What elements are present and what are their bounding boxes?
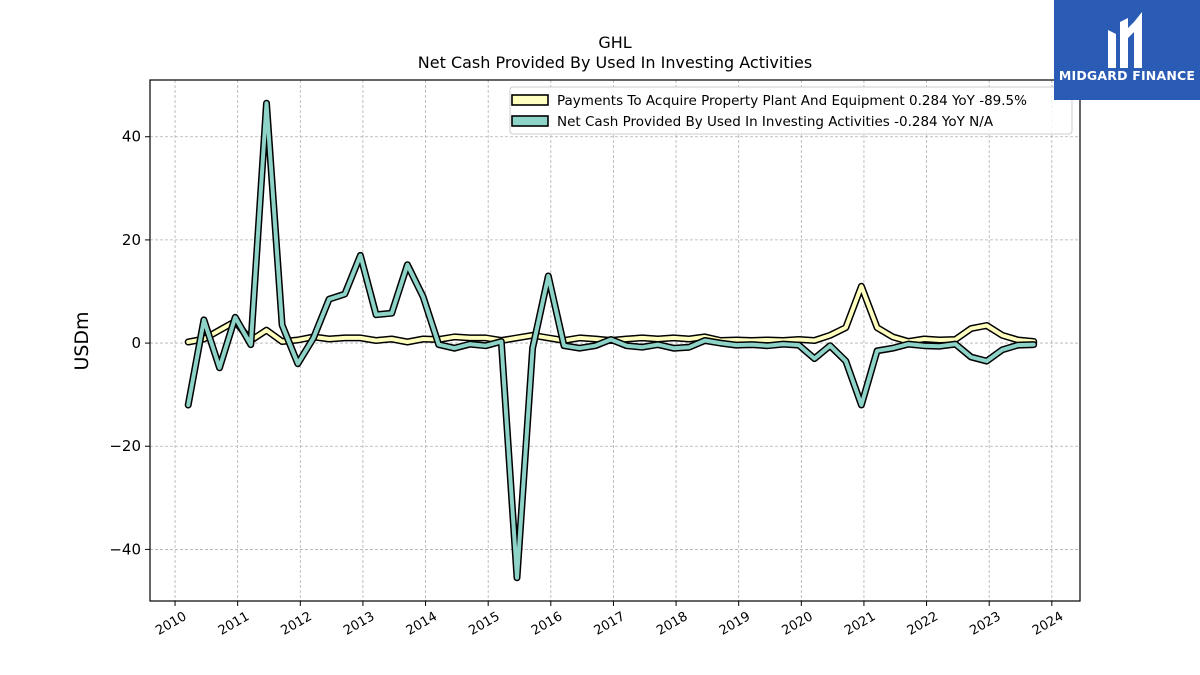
x-tick-label: 2021 xyxy=(842,609,878,639)
midgard-logo-text: MIDGARD FINANCE xyxy=(1058,68,1196,83)
x-tick-label: 2022 xyxy=(905,609,941,639)
legend-swatch-1 xyxy=(511,94,549,106)
legend-label-1: Payments To Acquire Property Plant And E… xyxy=(557,93,1027,109)
midgard-logo: MIDGARD FINANCE xyxy=(1054,0,1200,100)
legend-box xyxy=(509,86,1073,135)
midgard-logo-icon xyxy=(1108,12,1142,68)
x-tick-label: 2016 xyxy=(529,609,565,639)
y-tick-label: 40 xyxy=(122,128,141,146)
y-tick-label: 20 xyxy=(122,231,141,249)
x-tick-label: 2015 xyxy=(466,609,502,639)
y-tick-label: −20 xyxy=(109,437,141,455)
legend-swatch-2 xyxy=(511,115,549,127)
x-tick-label: 2017 xyxy=(592,609,628,639)
y-tick-label: 0 xyxy=(131,334,141,352)
x-tick-label: 2011 xyxy=(216,609,252,639)
x-tick-label: 2019 xyxy=(717,609,753,639)
y-axis-label: USDm xyxy=(71,311,93,370)
y-axis: −40 −20 0 20 40 xyxy=(109,128,150,558)
x-tick-label: 2024 xyxy=(1030,609,1066,639)
x-axis: 2010 2011 2012 2013 2014 2015 2016 2017 2018 2019… xyxy=(153,601,1066,639)
x-tick-label: 2018 xyxy=(654,609,690,639)
x-tick-label: 2023 xyxy=(967,609,1003,639)
y-tick-label: −40 xyxy=(109,540,141,558)
x-tick-label: 2020 xyxy=(779,609,815,639)
series-layer xyxy=(184,99,1038,582)
x-tick-label: 2014 xyxy=(404,609,440,639)
legend-label-2: Net Cash Provided By Used In Investing A… xyxy=(557,114,994,130)
x-tick-label: 2012 xyxy=(278,609,314,639)
x-tick-label: 2010 xyxy=(153,609,189,639)
chart-title: GHL xyxy=(598,33,631,52)
legend: Payments To Acquire Property Plant And E… xyxy=(509,86,1073,135)
chart-subtitle: Net Cash Provided By Used In Investing A… xyxy=(418,53,812,72)
plot-frame xyxy=(149,79,1081,602)
x-tick-label: 2013 xyxy=(341,609,377,639)
series-2-line xyxy=(186,101,1036,580)
